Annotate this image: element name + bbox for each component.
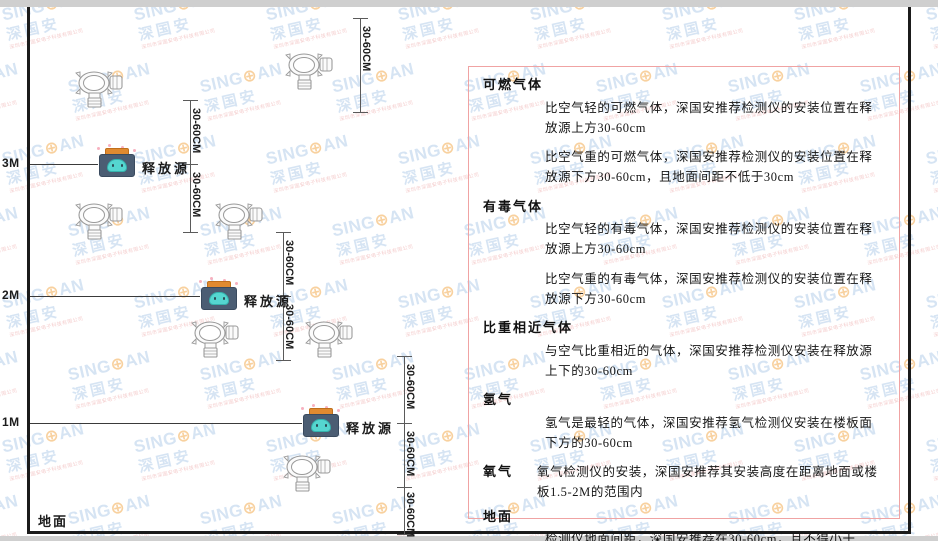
dimension-label: 30-60CM	[190, 172, 202, 218]
top-band	[0, 0, 938, 7]
dimension-line	[404, 423, 405, 487]
level-line	[30, 296, 200, 297]
level-line	[30, 423, 302, 424]
dimension-label: 30-60CM	[404, 431, 416, 477]
dimension-tick	[397, 356, 412, 357]
gas-detector-icon	[72, 68, 132, 110]
dimension-line	[360, 18, 361, 112]
guidance-paragraph: 比空气重的可燃气体，深国安推荐检测仪的安装位置在释放源下方30-60cm，且地面…	[545, 150, 873, 185]
dimension-tick	[276, 232, 291, 233]
dimension-tick	[353, 18, 368, 19]
guidance-section-title: 氢气	[483, 392, 514, 407]
dimension-tick	[183, 232, 198, 233]
dimension-tick	[276, 360, 291, 361]
release-source-label: 释放源	[142, 161, 191, 176]
dimension-tick	[397, 534, 412, 535]
dimension-tick	[353, 112, 368, 113]
dimension-label: 30-60CM	[404, 364, 416, 410]
guidance-panel: 可燃气体 比空气轻的可燃气体，深国安推荐检测仪的安装位置在释放源上方30-60cm…	[468, 66, 900, 541]
dimension-tick	[183, 164, 198, 165]
bottom-band	[0, 536, 938, 541]
release-source-icon	[97, 144, 136, 178]
release-source-icon	[199, 277, 238, 311]
gas-detector-icon	[282, 50, 342, 92]
guidance-paragraph: 比空气重的有毒气体，深国安推荐检测仪的安装位置在释放源下方30-60cm	[545, 271, 873, 306]
guidance-paragraph: 与空气比重相近的气体，深国安推荐检测仪安装在释放源上下的30-60cm	[545, 343, 873, 378]
guidance-section: 可燃气体 比空气轻的可燃气体，深国安推荐检测仪的安装位置在释放源上方30-60cm…	[483, 75, 885, 188]
dimension-line	[404, 356, 405, 423]
axis-level-label: 3M	[2, 156, 20, 170]
dimension-tick	[397, 423, 412, 424]
dimension-label: 30-60CM	[360, 26, 372, 72]
release-source-label: 释放源	[346, 421, 395, 436]
dimension-label: 30-60CM	[404, 492, 416, 538]
gas-detector-icon	[188, 318, 248, 360]
guidance-section-title: 可燃气体	[483, 77, 544, 92]
dimension-line	[190, 100, 191, 164]
dimension-label: 30-60CM	[283, 240, 295, 286]
axis-level-label: 2M	[2, 288, 20, 302]
guidance-paragraph: 检测仪地面间距，深国安推荐在30-60cm，且不得小于30cm，因为过低容易水溅…	[545, 532, 856, 541]
guidance-section: 有毒气体 比空气轻的有毒气体，深国安推荐检测仪的安装位置在释放源上方30-60cm…	[483, 197, 885, 310]
guidance-section: 比重相近气体与空气比重相近的气体，深国安推荐检测仪安装在释放源上下的30-60c…	[483, 318, 885, 381]
guidance-section: 氢气氢气是最轻的气体，深国安推荐氢气检测仪安装在楼板面下方的30-60cm	[483, 390, 885, 453]
gas-detector-icon	[302, 318, 362, 360]
guidance-section-title: 氧气	[483, 464, 514, 479]
guidance-section-title: 比重相近气体	[483, 320, 574, 335]
dimension-line	[283, 296, 284, 360]
level-line	[30, 164, 98, 165]
guidance-paragraph: 氢气是最轻的气体，深国安推荐氢气检测仪安装在楼板面下方的30-60cm	[545, 415, 873, 450]
guidance-paragraph: 氧气检测仪的安装，深国安推荐其安装高度在距离地面或楼板1.5-2M的范围内	[537, 465, 878, 500]
guidance-section-title: 地面	[483, 508, 514, 524]
dimension-tick	[183, 100, 198, 101]
dimension-tick	[276, 296, 291, 297]
dimension-line	[283, 232, 284, 296]
ground-label: 地面	[38, 514, 69, 529]
release-source-icon	[301, 404, 340, 438]
guidance-section: 地面检测仪地面间距，深国安推荐在30-60cm，且不得小于30cm，因为过低容易…	[483, 507, 885, 541]
outer-frame	[27, 7, 911, 534]
gas-detector-icon	[212, 200, 272, 242]
guidance-section-title: 有毒气体	[483, 198, 544, 214]
gas-detector-icon	[280, 452, 340, 494]
dimension-label: 30-60CM	[190, 108, 202, 154]
guidance-paragraph: 比空气轻的有毒气体，深国安推荐检测仪的安装位置在释放源上方30-60cm	[545, 222, 873, 257]
dimension-tick	[397, 487, 412, 488]
dimension-line	[190, 164, 191, 232]
dimension-line	[404, 487, 405, 534]
guidance-paragraph: 比空气轻的可燃气体，深国安推荐检测仪的安装位置在释放源上方30-60cm	[545, 100, 873, 135]
dimension-label: 30-60CM	[283, 304, 295, 350]
gas-detector-icon	[72, 200, 132, 242]
axis-level-label: 1M	[2, 415, 20, 429]
release-source-label: 释放源	[244, 294, 293, 309]
guidance-section: 氧气 氧气检测仪的安装，深国安推荐其安装高度在距离地面或楼板1.5-2M的范围内	[483, 462, 885, 503]
